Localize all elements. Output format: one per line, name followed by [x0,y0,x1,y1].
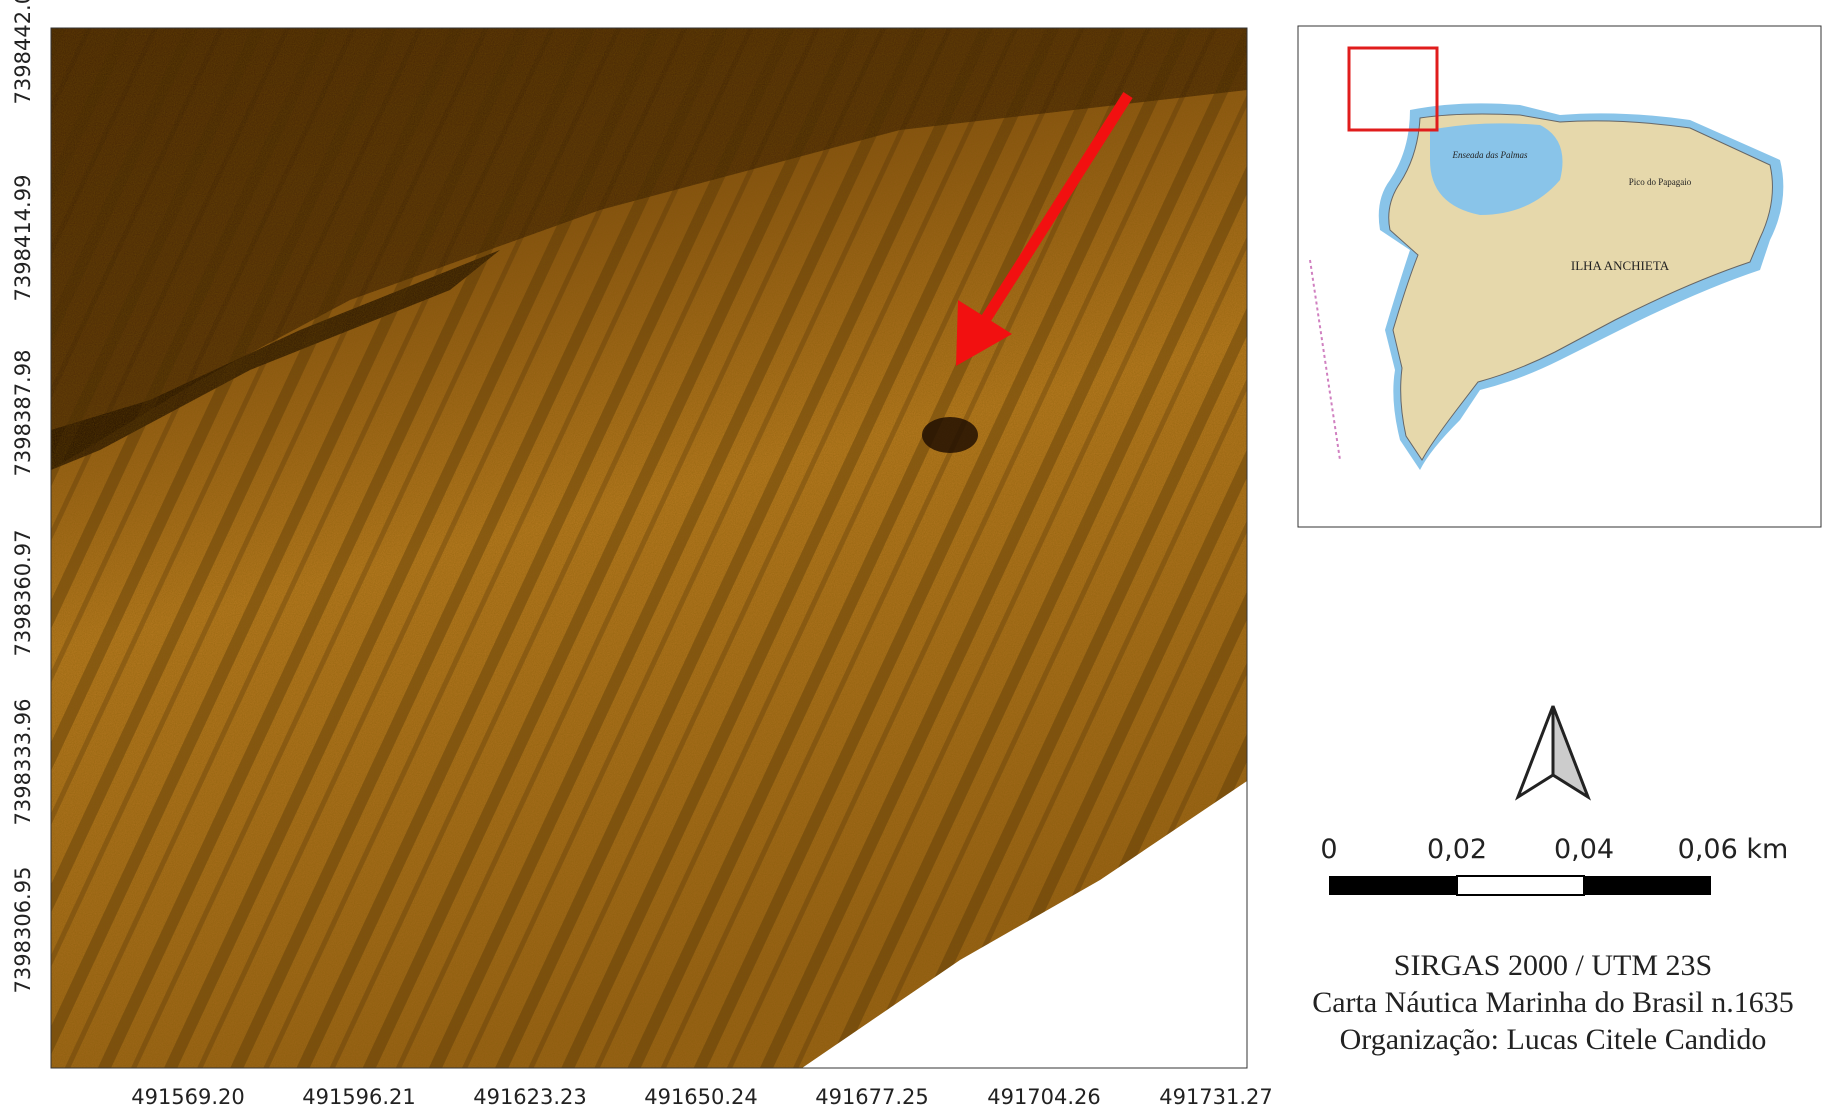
credit: SIRGAS 2000 / UTM 23S [1394,949,1712,982]
x-coordinate-label: 491623.23 [473,1085,587,1109]
figure: ILHA ANCHIETA Enseada das Palmas Pico do… [0,0,1823,1110]
inset-label: Pico do Papagaio [1629,177,1692,187]
y-coordinate-label: 7398442.00 [11,0,35,104]
x-coordinate-label: 491596.21 [302,1085,416,1109]
y-coordinate-label: 7398306.95 [11,867,35,994]
y-coordinate-label: 7398333.96 [11,699,35,826]
scale-bar [1329,876,1711,895]
scale-label: 0 [1320,834,1337,865]
x-coordinate-label: 491731.27 [1159,1085,1273,1109]
y-coordinate-label: 7398387.98 [11,350,35,477]
x-coordinate-label: 491569.20 [131,1085,245,1109]
page: ILHA ANCHIETA Enseada das Palmas Pico do… [0,0,1823,1110]
y-coordinate-label: 7398360.97 [11,530,35,657]
scale-label: 0,02 [1427,834,1487,865]
credit: Organização: Lucas Citele Candido [1340,1023,1767,1056]
x-coordinate-label: 491650.24 [644,1085,758,1109]
scale-label: 0,04 [1554,834,1614,865]
inset-map: ILHA ANCHIETA Enseada das Palmas Pico do… [1298,26,1821,527]
inset-label: Enseada das Palmas [1452,150,1528,160]
north-arrow [1518,706,1588,797]
scale-label: 0,06 km [1678,834,1789,865]
x-coordinate-label: 491704.26 [987,1085,1101,1109]
credit: Carta Náutica Marinha do Brasil n.1635 [1312,986,1794,1019]
y-coordinate-label: 7398414.99 [11,175,35,302]
inset-label: ILHA ANCHIETA [1571,258,1670,273]
x-coordinate-label: 491677.25 [815,1085,929,1109]
